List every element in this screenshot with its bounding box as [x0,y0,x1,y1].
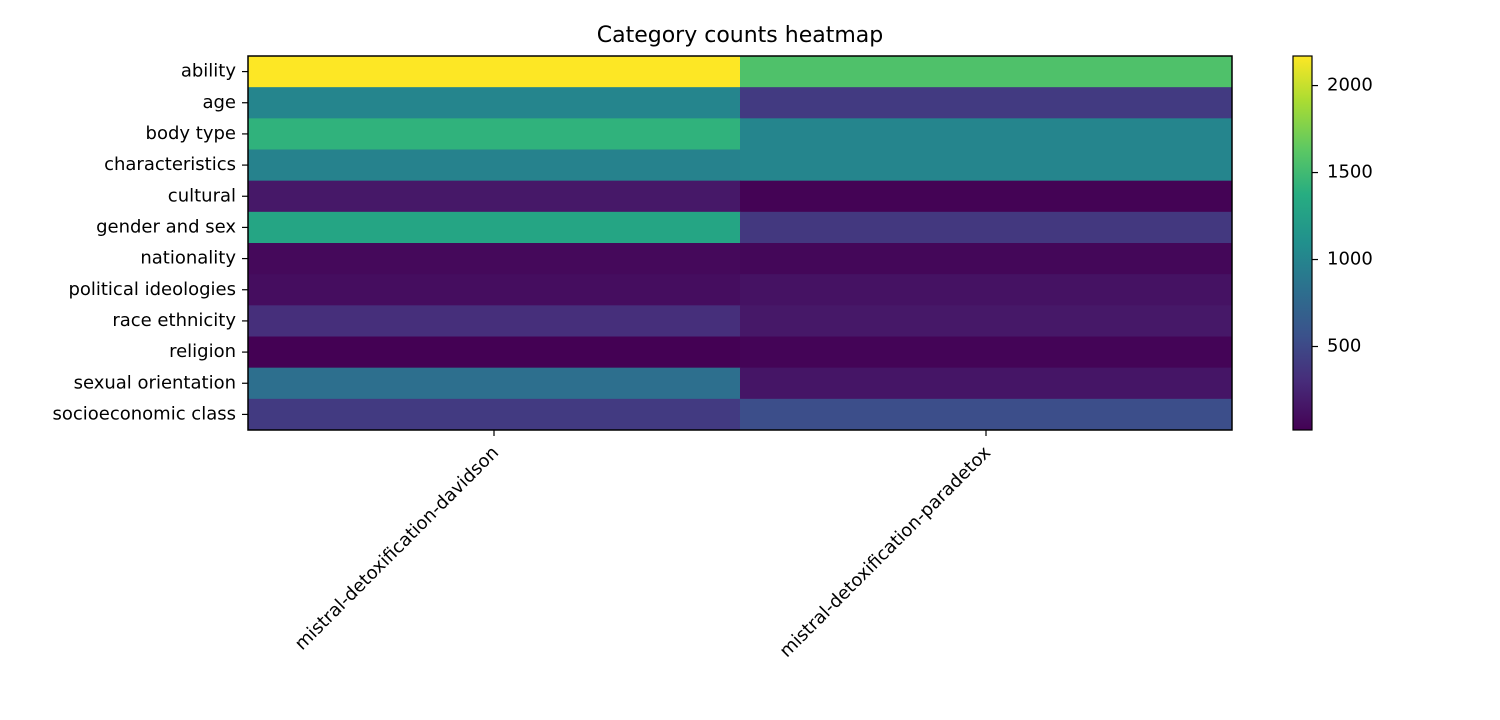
chart-title: Category counts heatmap [597,23,883,48]
heatmap-cell [248,243,741,275]
heatmap-cell [740,180,1233,213]
plot-frame [247,55,1233,431]
heatmap-cell [740,56,1233,88]
colorbar-tick-label: 1500 [1327,162,1373,183]
heatmap-cell [740,243,1233,275]
y-tick-label: religion [169,341,236,362]
heatmap-cell [248,367,741,400]
y-tick-label: age [202,92,236,113]
heatmap-cell [740,87,1233,119]
y-tick-label: cultural [168,185,236,206]
y-axis-ticks: ability age body type characteristics cultur… [52,61,248,424]
heatmap-cell [740,149,1233,182]
y-tick-label: characteristics [104,154,236,175]
heatmap-cell [248,211,741,244]
heatmap-cell [740,274,1233,306]
y-tick-label: ability [181,61,237,82]
colorbar-tick-label: 500 [1327,336,1361,357]
heatmap-cell [248,398,741,431]
heatmap-cell [248,336,741,369]
x-axis-ticks: mistral-detoxification-davidson mistral-d… [291,430,995,662]
y-tick-label: nationality [140,248,236,269]
y-tick-label: sexual orientation [74,372,236,393]
heatmap-cell [248,87,741,119]
x-tick-label: mistral-detoxification-paradetox [776,442,996,662]
colorbar-tick-label: 1000 [1327,249,1373,270]
heatmap-cell [740,305,1233,337]
y-tick-label: gender and sex [96,216,236,237]
y-tick-label: political ideologies [68,279,236,300]
heatmap-cell [740,211,1233,244]
colorbar [1292,55,1313,431]
heatmap-cell [248,118,741,150]
heatmap-cell [248,305,741,337]
heatmap-cell [740,367,1233,400]
colorbar-ticks: 500 1000 1500 2000 [1312,75,1373,357]
y-tick-label: socioeconomic class [52,403,236,424]
y-tick-label: race ethnicity [112,310,236,331]
colorbar-tick-label: 2000 [1327,75,1373,96]
heatmap-cells [248,56,1233,431]
heatmap-cell [248,180,741,213]
heatmap-cell [740,398,1233,431]
heatmap-cell [248,149,741,182]
heatmap-cell [248,274,741,306]
heatmap-cell [740,336,1233,369]
heatmap-cell [248,56,741,88]
y-tick-label: body type [146,123,236,144]
x-tick-label: mistral-detoxification-davidson [291,442,503,654]
heatmap-cell [740,118,1233,150]
